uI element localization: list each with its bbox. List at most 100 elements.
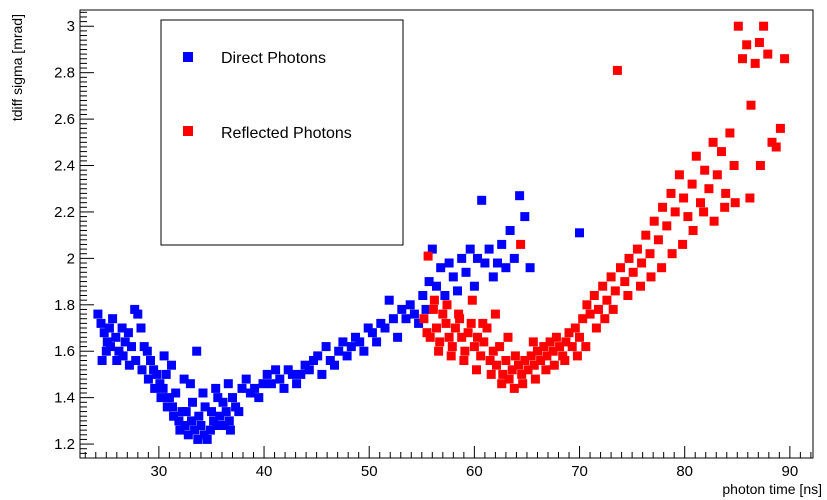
y-tick-label-2.4: 2.4 bbox=[54, 158, 75, 175]
point-direct-photons-68 bbox=[330, 360, 339, 370]
point-reflected-photons-105 bbox=[478, 318, 488, 328]
point-direct-photons-23 bbox=[164, 393, 174, 403]
point-direct-photons-49 bbox=[250, 383, 260, 393]
point-reflected-photons-114 bbox=[472, 365, 481, 375]
point-direct-photons-133 bbox=[194, 411, 204, 421]
legend-label-direct-photons: Direct Photons bbox=[221, 50, 326, 67]
point-direct-photons-10 bbox=[123, 328, 133, 338]
point-direct-photons-67 bbox=[325, 356, 335, 365]
point-direct-photons-84 bbox=[397, 304, 407, 314]
y-tick-label-2.8: 2.8 bbox=[54, 65, 75, 82]
point-direct-photons-59 bbox=[292, 379, 302, 389]
point-direct-photons-70 bbox=[338, 337, 348, 347]
point-reflected-photons-21 bbox=[485, 356, 495, 365]
point-reflected-photons-84 bbox=[717, 147, 726, 157]
point-reflected-photons-78 bbox=[691, 151, 701, 161]
point-direct-photons-76 bbox=[363, 323, 373, 333]
legend: Direct Photons Reflected Photons bbox=[160, 19, 404, 246]
point-reflected-photons-50 bbox=[578, 314, 588, 324]
point-reflected-photons-89 bbox=[738, 54, 747, 64]
legend-label-reflected-photons: Reflected Photons bbox=[221, 125, 352, 142]
point-reflected-photons-0 bbox=[419, 314, 429, 324]
point-reflected-photons-116 bbox=[446, 351, 456, 361]
point-reflected-photons-83 bbox=[712, 170, 722, 180]
point-reflected-photons-68 bbox=[649, 216, 659, 226]
point-direct-photons-54 bbox=[271, 365, 281, 375]
point-direct-photons-83 bbox=[393, 332, 403, 342]
point-reflected-photons-71 bbox=[662, 221, 672, 231]
point-direct-photons-33 bbox=[196, 421, 206, 430]
point-reflected-photons-120 bbox=[549, 360, 559, 370]
point-direct-photons-18 bbox=[149, 365, 159, 375]
point-reflected-photons-109 bbox=[528, 337, 538, 347]
point-direct-photons-127 bbox=[156, 393, 166, 403]
point-reflected-photons-76 bbox=[683, 212, 693, 222]
y-tick-label-2: 2 bbox=[67, 250, 75, 267]
point-reflected-photons-87 bbox=[729, 161, 739, 170]
point-direct-photons-66 bbox=[321, 342, 331, 352]
point-reflected-photons-33 bbox=[523, 365, 533, 375]
point-direct-photons-15 bbox=[139, 342, 149, 352]
y-tick-label-1.4: 1.4 bbox=[54, 390, 75, 407]
point-reflected-photons-102 bbox=[442, 300, 452, 310]
point-direct-photons-108 bbox=[493, 258, 502, 268]
point-reflected-photons-118 bbox=[530, 374, 540, 384]
point-reflected-photons-32 bbox=[520, 356, 530, 365]
point-direct-photons-132 bbox=[188, 397, 197, 407]
point-direct-photons-62 bbox=[304, 365, 314, 375]
point-direct-photons-123 bbox=[131, 356, 141, 365]
point-reflected-photons-52 bbox=[585, 309, 595, 319]
point-direct-photons-1 bbox=[96, 318, 106, 328]
point-direct-photons-4 bbox=[104, 323, 114, 333]
x-tick-label-90: 90 bbox=[782, 463, 799, 480]
point-reflected-photons-23 bbox=[492, 360, 501, 370]
point-direct-photons-135 bbox=[207, 407, 216, 417]
point-reflected-photons-131 bbox=[667, 249, 677, 259]
x-tick-label-70: 70 bbox=[571, 463, 588, 480]
point-reflected-photons-63 bbox=[628, 267, 638, 277]
point-direct-photons-78 bbox=[372, 337, 382, 347]
point-direct-photons-69 bbox=[334, 346, 344, 356]
point-reflected-photons-70 bbox=[658, 202, 668, 212]
point-reflected-photons-75 bbox=[679, 193, 689, 203]
point-direct-photons-24 bbox=[168, 402, 177, 412]
point-direct-photons-29 bbox=[183, 430, 193, 440]
point-reflected-photons-5 bbox=[435, 337, 445, 347]
point-reflected-photons-30 bbox=[514, 360, 523, 370]
point-reflected-photons-104 bbox=[467, 295, 477, 305]
point-reflected-photons-35 bbox=[529, 360, 539, 370]
point-direct-photons-136 bbox=[213, 393, 223, 403]
point-reflected-photons-28 bbox=[507, 365, 517, 375]
point-reflected-photons-16 bbox=[469, 342, 479, 352]
point-direct-photons-40 bbox=[218, 397, 228, 407]
point-direct-photons-26 bbox=[174, 416, 184, 426]
point-reflected-photons-39 bbox=[542, 351, 552, 361]
point-reflected-photons-138 bbox=[745, 193, 755, 203]
point-direct-photons-80 bbox=[380, 323, 390, 333]
point-direct-photons-75 bbox=[359, 346, 369, 356]
point-reflected-photons-40 bbox=[545, 337, 555, 347]
point-reflected-photons-13 bbox=[460, 346, 470, 356]
point-direct-photons-43 bbox=[228, 393, 237, 403]
point-reflected-photons-43 bbox=[555, 342, 565, 352]
point-reflected-photons-106 bbox=[490, 309, 500, 319]
point-reflected-photons-12 bbox=[457, 332, 467, 342]
legend-box bbox=[160, 19, 404, 246]
point-direct-photons-28 bbox=[180, 421, 190, 430]
point-reflected-photons-128 bbox=[636, 281, 645, 291]
point-direct-photons-74 bbox=[355, 337, 365, 347]
point-reflected-photons-94 bbox=[759, 21, 769, 31]
point-direct-photons-114 bbox=[520, 212, 530, 222]
point-direct-photons-95 bbox=[440, 291, 450, 300]
point-direct-photons-97 bbox=[448, 272, 458, 282]
point-direct-photons-41 bbox=[221, 407, 231, 417]
point-direct-photons-96 bbox=[444, 258, 454, 268]
point-reflected-photons-38 bbox=[539, 342, 549, 352]
point-reflected-photons-14 bbox=[463, 328, 473, 338]
point-direct-photons-139 bbox=[159, 351, 169, 361]
point-direct-photons-93 bbox=[432, 281, 441, 291]
point-direct-photons-42 bbox=[224, 416, 234, 426]
point-reflected-photons-54 bbox=[594, 304, 603, 314]
point-direct-photons-106 bbox=[484, 244, 494, 254]
point-direct-photons-99 bbox=[457, 253, 467, 263]
